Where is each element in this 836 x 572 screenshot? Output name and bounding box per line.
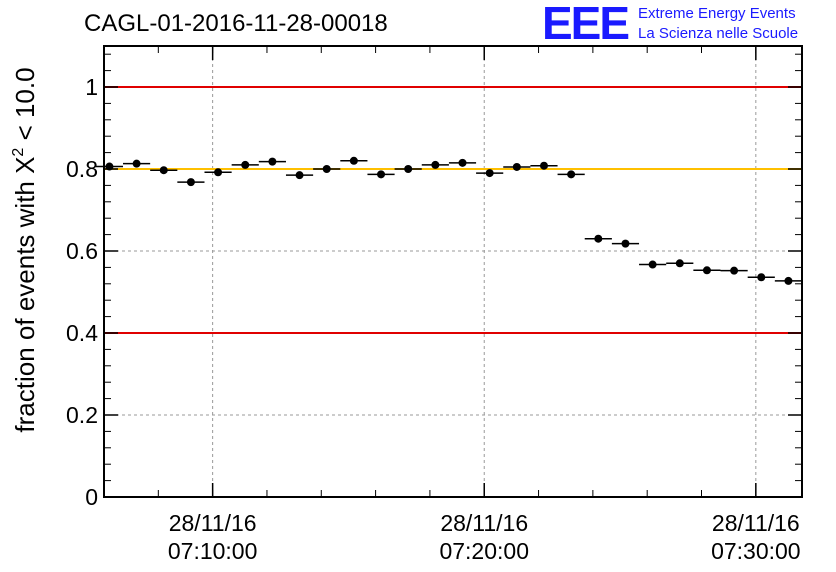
data-point bbox=[702, 266, 711, 275]
y-axis-label-symbol: X bbox=[10, 157, 40, 174]
y-tick-label: 0.6 bbox=[66, 238, 98, 264]
eee-logo-letters: EEE bbox=[542, 0, 630, 49]
data-point bbox=[377, 170, 386, 179]
data-point bbox=[648, 260, 657, 269]
data-point bbox=[512, 162, 521, 171]
data-point bbox=[159, 166, 168, 175]
axis-labels: 00.20.40.60.8128/11/1607:10:0028/11/1607… bbox=[66, 74, 801, 564]
data-point bbox=[485, 169, 494, 178]
data-point bbox=[186, 178, 195, 187]
y-axis-label-prefix: fraction of events with bbox=[10, 174, 40, 433]
data-point bbox=[214, 168, 223, 177]
data-point bbox=[730, 266, 739, 275]
y-tick-label: 0 bbox=[85, 484, 98, 510]
data-point bbox=[295, 171, 304, 180]
data-point bbox=[241, 160, 250, 169]
y-tick-label: 0.8 bbox=[66, 156, 98, 182]
data-point bbox=[757, 273, 766, 282]
data-point bbox=[268, 157, 277, 166]
data-point bbox=[349, 156, 358, 165]
run-title: CAGL-01-2016-11-28-00018 bbox=[84, 10, 388, 37]
axis-ticks bbox=[103, 46, 802, 498]
data-point bbox=[404, 165, 413, 173]
plot-frame bbox=[103, 45, 803, 498]
eee-logo: EEE Extreme Energy Events La Scienza nel… bbox=[542, 0, 832, 49]
y-axis-label: fraction of events with X2 < 10.0 bbox=[10, 67, 40, 432]
grid-layer bbox=[104, 46, 802, 497]
y-tick-label: 0.4 bbox=[66, 320, 98, 346]
x-tick-label-date: 28/11/16 bbox=[440, 510, 528, 536]
y-tick-label: 1 bbox=[85, 74, 98, 100]
x-tick-label-time: 07:20:00 bbox=[439, 538, 529, 564]
logo-subtitle-line1: Extreme Energy Events bbox=[638, 5, 796, 22]
data-point bbox=[621, 239, 630, 248]
y-tick-label: 0.2 bbox=[66, 402, 98, 428]
data-point bbox=[567, 170, 576, 179]
y-axis-label-suffix: < 10.0 bbox=[10, 67, 40, 147]
data-point bbox=[132, 159, 141, 168]
data-point bbox=[784, 276, 793, 285]
x-tick-label-date: 28/11/16 bbox=[712, 510, 800, 536]
data-point bbox=[594, 234, 603, 243]
x-tick-label-date: 28/11/16 bbox=[169, 510, 257, 536]
logo-subtitle-line2: La Scienza nelle Scuole bbox=[638, 25, 799, 42]
y-axis-label-exponent: 2 bbox=[10, 148, 27, 157]
x-tick-label-time: 07:30:00 bbox=[711, 538, 801, 564]
reference-lines bbox=[104, 86, 802, 334]
x-tick-label-time: 07:10:00 bbox=[168, 538, 258, 564]
data-point bbox=[458, 158, 467, 167]
data-point bbox=[539, 161, 548, 170]
data-point bbox=[431, 160, 440, 169]
data-points bbox=[95, 156, 802, 285]
data-point bbox=[322, 165, 331, 173]
data-point bbox=[675, 259, 684, 268]
